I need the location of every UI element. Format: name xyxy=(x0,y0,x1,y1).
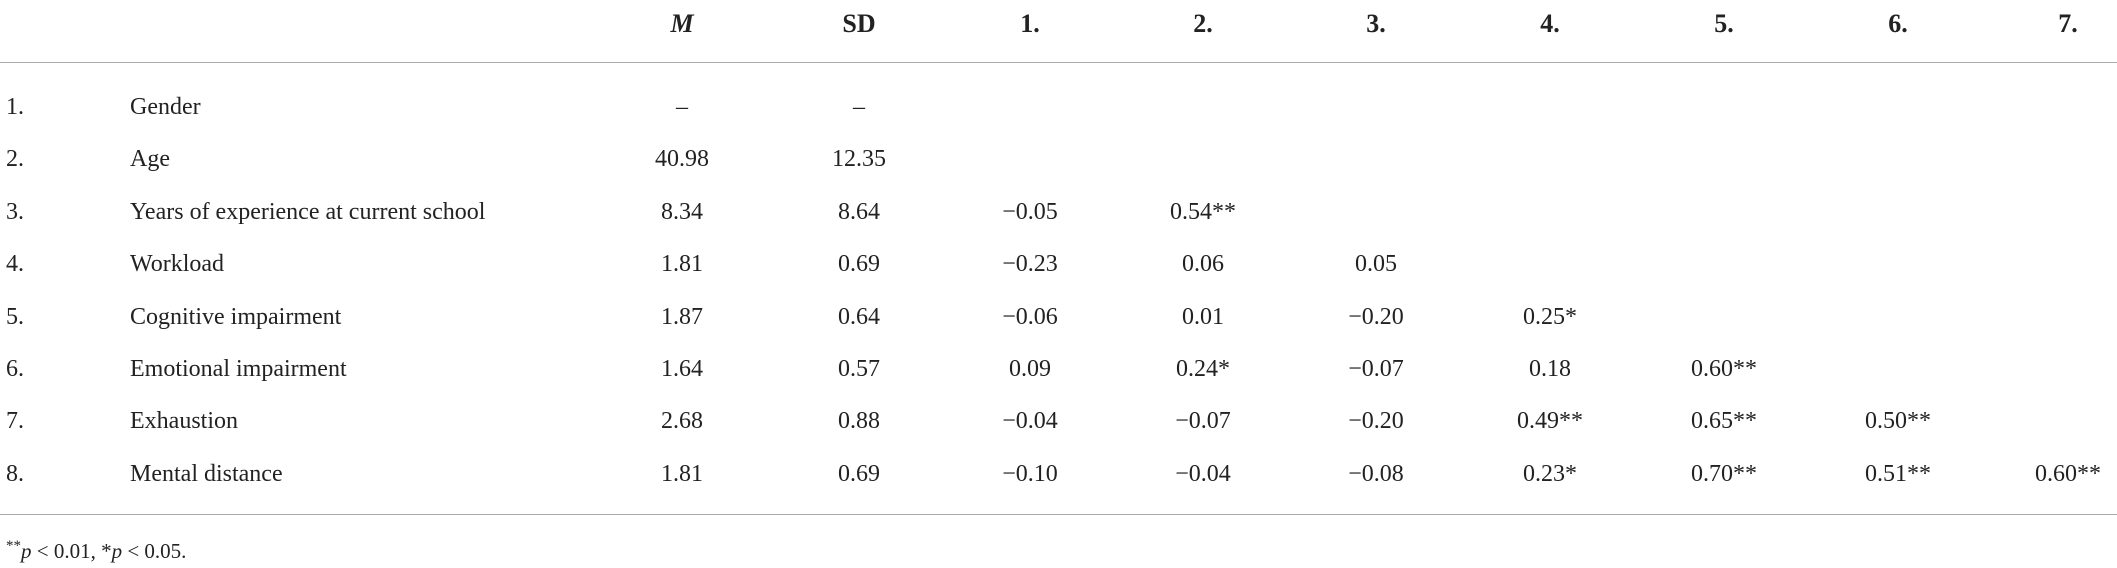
cell-value: −0.07 xyxy=(1175,408,1231,435)
cell-value: 0.49** xyxy=(1517,408,1583,435)
cell-value: −0.08 xyxy=(1348,460,1404,487)
cell-value: 0.54** xyxy=(1170,198,1236,225)
cell-value: 0.01 xyxy=(1182,303,1224,330)
bottom-rule xyxy=(0,514,2117,515)
row-number: 2. xyxy=(6,146,24,173)
cell-value: 8.34 xyxy=(661,198,703,225)
cell-value: −0.04 xyxy=(1002,408,1058,435)
cell-value: 0.57 xyxy=(838,356,880,382)
row-label: Gender xyxy=(130,94,201,120)
header-rule xyxy=(0,62,2117,63)
cell-value: 1.81 xyxy=(661,460,703,487)
cell-value: 1.87 xyxy=(661,303,703,330)
cell-value: 0.60** xyxy=(1691,356,1757,382)
cell-value: – xyxy=(853,94,865,120)
cell-value: 0.24* xyxy=(1176,356,1230,382)
cell-value: 0.50** xyxy=(1865,408,1931,435)
cell-value: – xyxy=(676,94,688,120)
footnote-part: p xyxy=(21,539,32,563)
row-label: Cognitive impairment xyxy=(130,303,342,330)
row-number: 1. xyxy=(6,94,24,120)
row-label: Mental distance xyxy=(130,460,283,487)
column-header: 2. xyxy=(1193,9,1213,38)
column-header: 3. xyxy=(1366,9,1386,38)
cell-value: −0.07 xyxy=(1348,356,1404,382)
row-number: 5. xyxy=(6,303,24,330)
cell-value: −0.04 xyxy=(1175,460,1231,487)
row-number: 3. xyxy=(6,198,24,225)
cell-value: 0.06 xyxy=(1182,251,1224,278)
cell-value: 0.51** xyxy=(1865,460,1931,487)
row-label: Years of experience at current school xyxy=(130,198,486,225)
cell-value: 1.81 xyxy=(661,251,703,278)
row-number: 8. xyxy=(6,460,24,487)
cell-value: 0.65** xyxy=(1691,408,1757,435)
cell-value: −0.05 xyxy=(1002,198,1058,225)
column-header: 4. xyxy=(1540,9,1560,38)
footnote-part: < 0.01, * xyxy=(31,539,112,563)
cell-value: 0.05 xyxy=(1355,251,1397,278)
cell-value: 0.09 xyxy=(1009,356,1051,382)
row-label: Emotional impairment xyxy=(130,356,347,382)
column-header: 7. xyxy=(2058,9,2078,38)
footnote-part: ** xyxy=(6,538,21,554)
cell-value: 40.98 xyxy=(655,146,709,173)
row-label: Age xyxy=(130,146,170,173)
footnote-part: < 0.05. xyxy=(122,539,187,563)
column-header: SD xyxy=(842,9,876,38)
cell-value: 0.60** xyxy=(2035,460,2101,487)
cell-value: −0.20 xyxy=(1348,408,1404,435)
cell-value: 0.88 xyxy=(838,408,880,435)
cell-value: 2.68 xyxy=(661,408,703,435)
row-number: 6. xyxy=(6,356,24,382)
cell-value: 0.64 xyxy=(838,303,880,330)
column-header: 6. xyxy=(1888,9,1908,38)
cell-value: 0.25* xyxy=(1523,303,1577,330)
cell-value: −0.23 xyxy=(1002,251,1058,278)
row-number: 7. xyxy=(6,408,24,435)
column-header: M xyxy=(670,9,694,38)
cell-value: 8.64 xyxy=(838,198,880,225)
cell-value: 0.69 xyxy=(838,251,880,278)
footnote: **p < 0.01, *p < 0.05. xyxy=(6,538,186,564)
footnote-part: p xyxy=(111,539,123,563)
cell-value: −0.10 xyxy=(1002,460,1058,487)
column-header: 5. xyxy=(1714,9,1734,38)
cell-value: 0.70** xyxy=(1691,460,1757,487)
cell-value: 12.35 xyxy=(832,146,886,173)
cell-value: 0.23* xyxy=(1523,460,1577,487)
cell-value: 0.69 xyxy=(838,460,880,487)
cell-value: 1.64 xyxy=(661,356,703,382)
row-label: Exhaustion xyxy=(130,408,238,435)
cell-value: 0.18 xyxy=(1529,356,1571,382)
column-header: 1. xyxy=(1020,9,1040,38)
row-label: Workload xyxy=(130,251,225,278)
row-number: 4. xyxy=(6,251,24,278)
cell-value: −0.06 xyxy=(1002,303,1058,330)
cell-value: −0.20 xyxy=(1348,303,1404,330)
